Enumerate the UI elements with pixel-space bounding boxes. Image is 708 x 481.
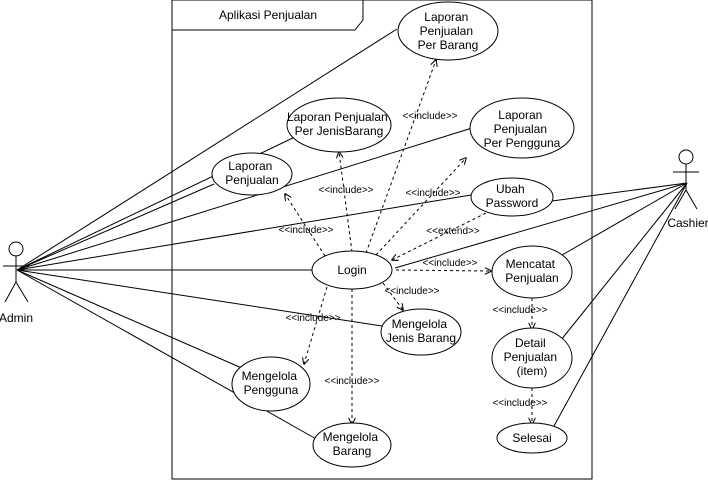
assoc-cashier-mencatat [561, 182, 688, 256]
usecase-laporan-penjualan[interactable]: Laporan Penjualan [211, 152, 293, 196]
usecase-label: Ubah [496, 182, 525, 196]
actor-cashier[interactable]: Cashier [667, 149, 708, 230]
stereotype-labels: <<include>> <<include>> <<include>> <<in… [278, 111, 547, 409]
include-login-pengguna [304, 286, 328, 364]
usecase-laporan-per-barang[interactable]: Laporan Penjualan Per Barang [397, 1, 499, 61]
usecase-label: Mengelola [323, 430, 379, 444]
label-include-jenis-barang: <<include>> [384, 286, 439, 297]
label-include-detail: <<include>> [492, 305, 547, 316]
svg-text:Mencatat Penjualan: Mencatat Penjualan [505, 257, 558, 285]
usecase-detail-penjualan[interactable]: Detail Penjualan (item) [491, 327, 573, 389]
label-include-lap: <<include>> [278, 225, 333, 236]
usecase-ubah-password[interactable]: Ubah Password [470, 177, 554, 217]
dependencies [285, 60, 532, 424]
cashier-associations [394, 182, 688, 427]
usecase-label: Laporan [424, 10, 468, 24]
usecase-label: Penjualan [504, 350, 557, 364]
usecase-label: Login [337, 263, 366, 277]
usecase-label: Penjualan [505, 271, 558, 285]
assoc-admin-lap-barang [16, 28, 398, 271]
label-include-admin-jenis: <<include>> [285, 313, 340, 324]
assoc-cashier-login [394, 182, 688, 269]
svg-text:Laporan Penjualan Per Je: Laporan Penjualan Per JenisBarang [287, 110, 391, 138]
label-include-selesai: <<include>> [492, 398, 547, 409]
include-login-lap-pengguna [375, 158, 466, 256]
assoc-admin-lap-pengguna [16, 127, 473, 271]
usecase-label: Per Pengguna [484, 136, 561, 150]
usecase-laporan-per-jenis-barang[interactable]: Laporan Penjualan Per JenisBarang [286, 97, 392, 153]
label-include-lap-barang: <<include>> [402, 111, 457, 122]
label-include-lap-pengguna: <<include>> [405, 188, 460, 199]
actor-label: Cashier [667, 216, 708, 230]
label-extend-ubah-pw: <<extend>> [426, 226, 480, 237]
usecase-selesai[interactable]: Selesai [496, 422, 568, 454]
svg-text:Mengelola Barang: Mengelola Barang [323, 430, 382, 458]
usecase-label: Penjualan [420, 24, 473, 38]
usecase-label: Laporan [228, 159, 272, 173]
label-include-barang: <<include>> [324, 376, 379, 387]
actor-admin[interactable]: Admin [0, 241, 33, 325]
include-login-lap-jenis [339, 152, 353, 253]
assoc-admin-jenis-barang [16, 269, 383, 327]
svg-text:Laporan Penjualan: Laporan Penjualan Per Barang [418, 10, 479, 52]
svg-text:Ubah Password: Ubah Password [486, 182, 539, 210]
usecase-label: Mengelola [242, 369, 298, 383]
usecase-label: Mengelola [392, 317, 448, 331]
usecase-label: Penjualan [225, 173, 278, 187]
usecase-mengelola-pengguna[interactable]: Mengelola Pengguna [231, 356, 311, 412]
assoc-cashier-selesai [553, 182, 688, 427]
usecase-label: Pengguna [244, 383, 299, 397]
assoc-admin-lap [16, 183, 215, 271]
usecase-label: Password [486, 196, 539, 210]
usecase-label: Jenis Barang [386, 331, 456, 345]
assoc-admin-ubah-pw [16, 194, 472, 271]
usecase-label: Laporan Penjualan [287, 110, 388, 124]
usecase-label: Penjualan [494, 122, 547, 136]
usecase-mengelola-barang[interactable]: Mengelola Barang [312, 422, 392, 468]
usecase-label: (item) [517, 364, 548, 378]
include-login-lap-barang [365, 60, 436, 254]
label-include-lap-jenis: <<include>> [318, 185, 373, 196]
usecase-label: Detail [515, 336, 546, 350]
usecase-login[interactable]: Login [311, 250, 393, 290]
include-login-lap [285, 194, 326, 257]
usecase-label: Laporan [498, 108, 542, 122]
usecase-label: Barang [333, 444, 372, 458]
assoc-cashier-detail [560, 182, 688, 341]
assoc-admin-pengguna [16, 269, 245, 370]
assoc-admin-barang [16, 269, 319, 441]
usecase-label: Per JenisBarang [295, 124, 384, 138]
usecase-mengelola-jenis-barang[interactable]: Mengelola Jenis Barang [380, 308, 462, 356]
svg-text:Laporan Penjualan: Laporan Penjualan [225, 159, 278, 187]
usecase-label: Per Barang [418, 38, 479, 52]
usecase-mencatat-penjualan[interactable]: Mencatat Penjualan [491, 245, 573, 299]
svg-text:Detail Penjualan (: Detail Penjualan (item) [504, 336, 561, 378]
include-login-mencatat [395, 270, 491, 271]
svg-text:Laporan Penjualan: Laporan Penjualan Per Pengguna [484, 108, 561, 150]
actor-label: Admin [0, 311, 33, 325]
usecase-label: Selesai [512, 431, 551, 445]
usecase-label: Mencatat [506, 257, 556, 271]
system-title: Aplikasi Penjualan [219, 8, 317, 22]
assoc-cashier-ubah-pw [551, 182, 688, 202]
system-boundary: Aplikasi Penjualan [171, 0, 593, 480]
svg-text:Mengelola Pengguna: Mengelola Pengguna [242, 369, 301, 397]
stick-figure-icon [3, 241, 30, 303]
label-include-mencatat: <<include>> [422, 258, 477, 269]
usecase-laporan-per-pengguna[interactable]: Laporan Penjualan Per Pengguna [469, 97, 575, 159]
svg-text:Mengelola Jenis Barang: Mengelola Jenis Barang [386, 317, 456, 345]
stick-figure-icon [673, 149, 699, 210]
